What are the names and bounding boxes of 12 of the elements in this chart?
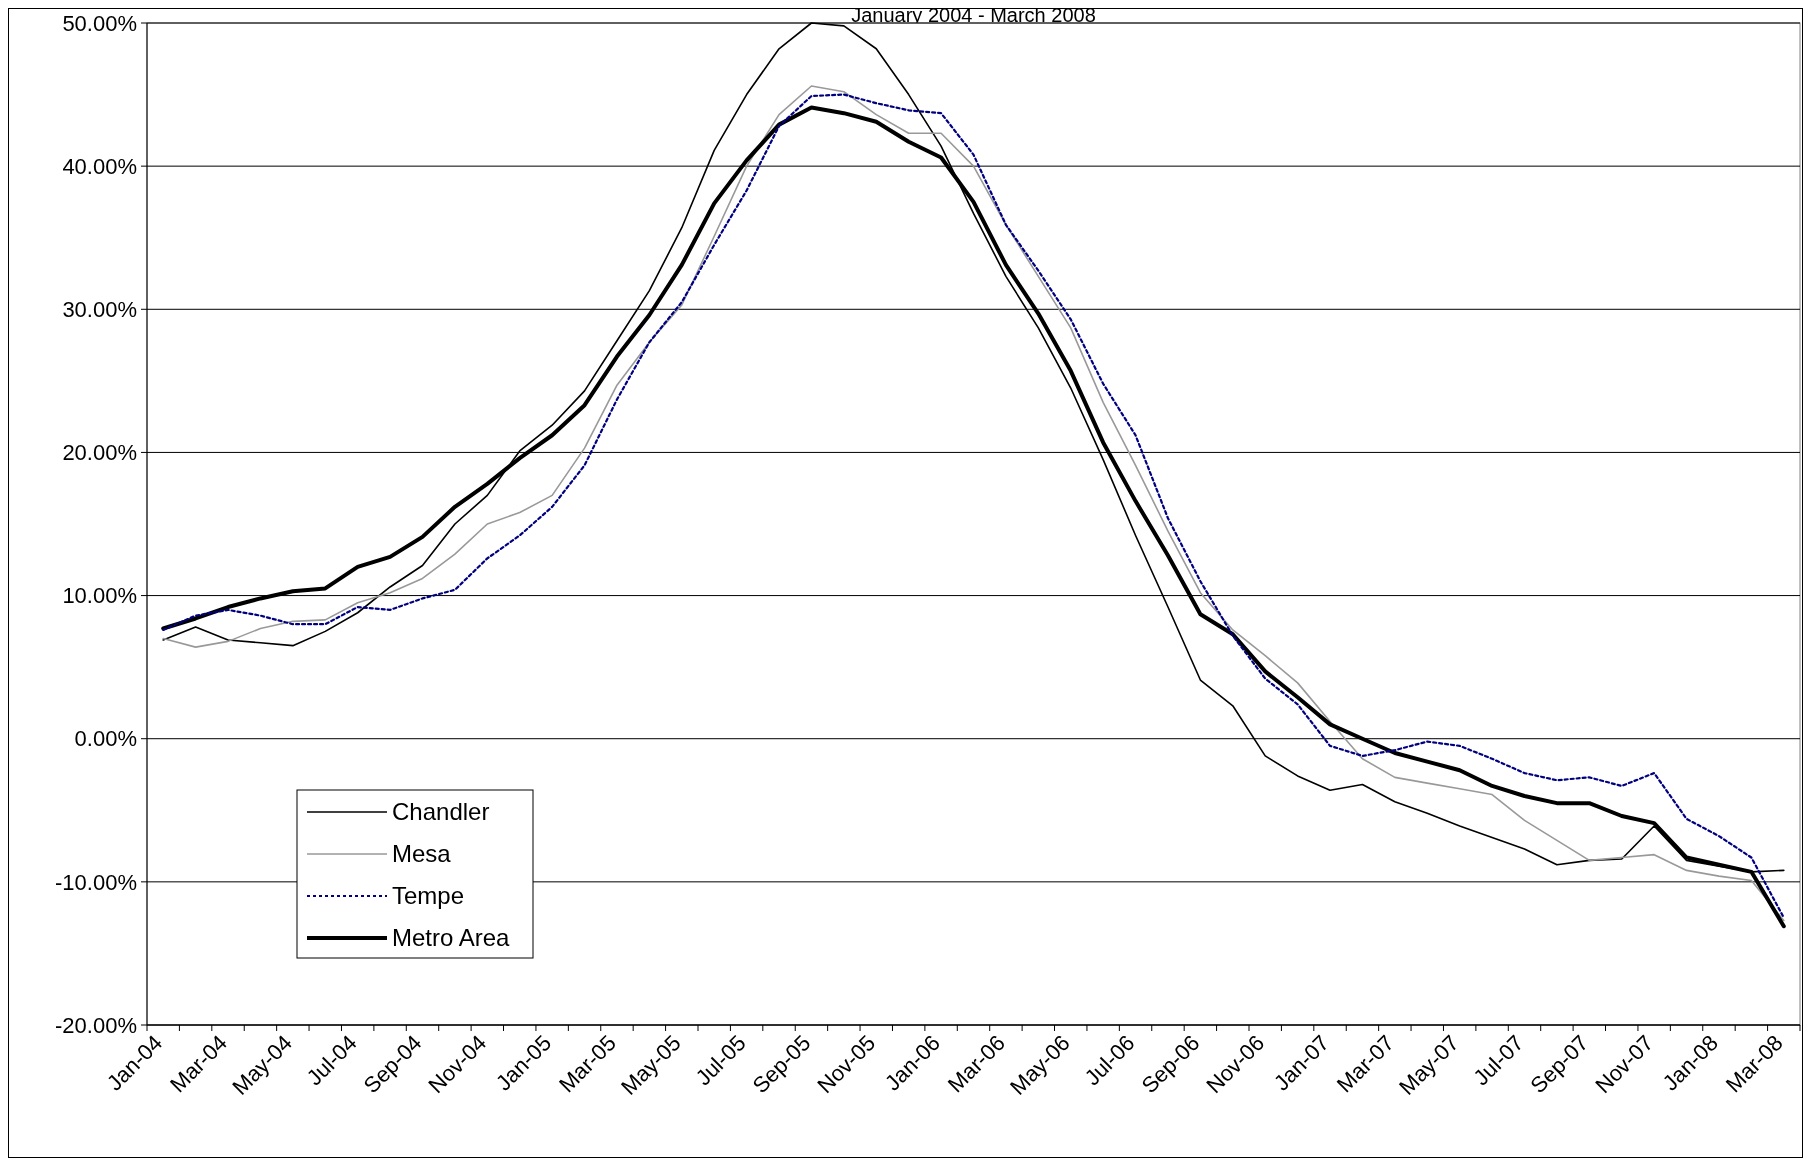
y-tick-label: -10.00% (55, 869, 137, 895)
y-tick-label: 40.00% (62, 153, 137, 179)
y-tick-label: 30.00% (62, 296, 137, 322)
y-tick-label: 20.00% (62, 440, 137, 466)
y-tick-label: 50.00% (62, 10, 137, 36)
legend-label: Chandler (392, 798, 490, 826)
legend-label: Metro Area (392, 924, 511, 952)
y-tick-label: 10.00% (62, 583, 137, 609)
y-tick-label: 0.00% (74, 726, 137, 752)
y-tick-label: -20.00% (55, 1012, 137, 1038)
legend-label: Tempe (392, 882, 465, 910)
legend-label: Mesa (392, 840, 452, 868)
